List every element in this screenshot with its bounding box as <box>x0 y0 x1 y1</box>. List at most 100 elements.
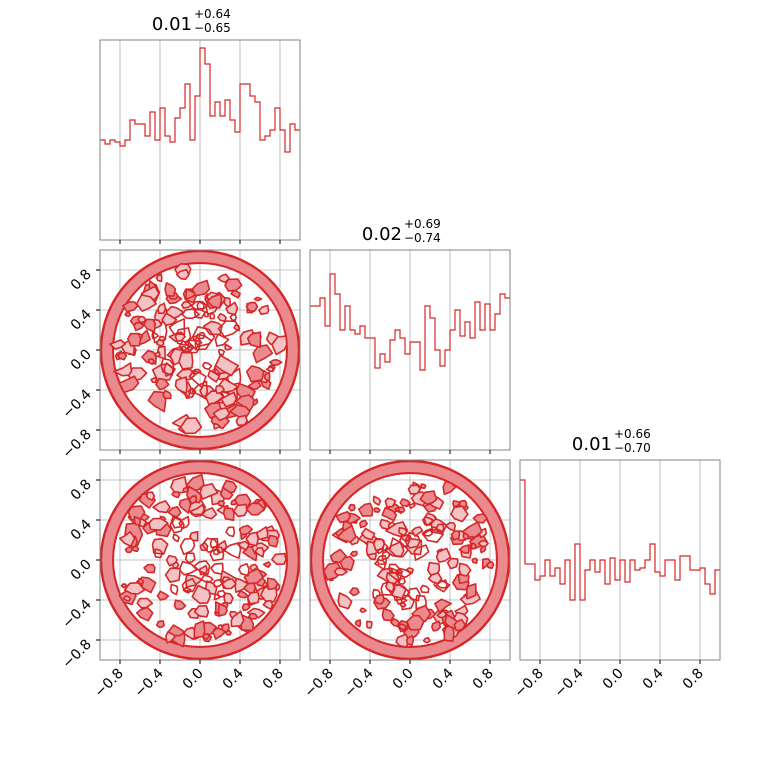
contour-blob <box>337 592 353 610</box>
contour-blob <box>472 513 488 524</box>
contour-blob <box>347 503 356 512</box>
contour-blob <box>162 389 172 400</box>
contour-blob <box>147 390 167 413</box>
contour-blob <box>167 506 182 518</box>
contour-blob <box>167 624 186 637</box>
x-tick-label: −0.4 <box>551 665 586 700</box>
contour-blob <box>450 530 461 541</box>
contour-blob <box>186 344 194 352</box>
title-plus-2: +0.69 <box>404 217 441 231</box>
contour-blob <box>154 548 164 559</box>
contour-blob <box>135 606 154 622</box>
contour-blob <box>373 593 385 605</box>
contour-blob <box>249 563 259 572</box>
contour-blob <box>172 533 180 543</box>
contour-blob <box>151 538 169 555</box>
contour-blob <box>178 497 192 514</box>
x-tick-label: −0.4 <box>341 665 376 700</box>
contour-blob <box>384 497 397 508</box>
contour-blob <box>174 376 188 394</box>
contour-blob <box>220 486 234 500</box>
contour-blob <box>181 300 193 309</box>
contour-blob <box>133 515 142 526</box>
contour-boundary-inner <box>112 262 288 438</box>
contour-blob <box>413 544 430 561</box>
contour-blob <box>336 524 357 543</box>
contour-blob <box>265 366 275 373</box>
contour-blob <box>117 351 128 361</box>
contour-blob <box>243 568 264 585</box>
contour-blob <box>182 486 189 493</box>
contour-blob <box>349 550 358 557</box>
contour-blob <box>181 308 200 320</box>
contour-blob <box>222 542 242 559</box>
contour-blob <box>435 547 452 563</box>
contour-blob <box>221 578 237 590</box>
contour-blob <box>156 590 170 601</box>
contour-blob <box>397 506 406 513</box>
contour-blob <box>133 321 145 332</box>
contour-blob <box>109 339 126 350</box>
contour-panel-3 <box>310 460 510 660</box>
contour-blob <box>189 503 206 518</box>
contour-blob <box>241 603 251 612</box>
contour-blob <box>150 376 158 384</box>
contour-blob <box>214 333 230 347</box>
contour-blob <box>224 278 243 292</box>
contour-blob <box>385 581 395 593</box>
contour-blob <box>329 548 347 564</box>
title-minus-2: −0.74 <box>404 231 441 245</box>
contour-blob <box>248 612 259 620</box>
contour-blob <box>212 578 224 588</box>
contour-blob <box>209 537 219 549</box>
contour-blob <box>217 273 231 283</box>
contour-blob <box>399 498 411 507</box>
contour-blob <box>155 377 170 391</box>
contour-boundary-inner <box>322 472 498 648</box>
contour-blob <box>381 506 398 522</box>
y-tick-label: −0.8 <box>59 427 94 462</box>
x-tick-label: −0.8 <box>91 666 126 701</box>
contour-blob <box>230 610 245 628</box>
contour-blob <box>420 483 427 490</box>
contour-blob <box>223 592 234 605</box>
contour-boundary <box>100 460 300 660</box>
contour-blob <box>252 344 274 364</box>
contour-blob <box>232 503 248 518</box>
contour-blob <box>160 357 175 377</box>
contour-blob <box>387 521 396 530</box>
contour-blob <box>486 561 495 569</box>
contour-blob <box>123 595 132 602</box>
contour-blob <box>229 313 237 321</box>
contour-blob <box>397 623 407 631</box>
title-minus-3: −0.70 <box>614 441 651 455</box>
contour-blob <box>155 338 165 347</box>
contour-blob <box>218 348 226 356</box>
x-tick-label: 0.8 <box>260 666 287 693</box>
y-tick-label: −0.4 <box>59 386 94 421</box>
contour-blob <box>245 301 259 313</box>
x-tick-label: −0.8 <box>301 666 336 701</box>
contour-blob <box>157 302 167 314</box>
contour-blob <box>152 500 171 514</box>
contour-blob <box>143 563 156 574</box>
contour-blob <box>395 633 411 648</box>
contour-blob <box>180 345 188 352</box>
contour-blob <box>179 417 203 435</box>
contour-blob <box>453 618 466 632</box>
contour-blob <box>213 593 222 601</box>
contour-blob <box>193 308 206 319</box>
contour-blob <box>381 608 395 622</box>
contour-blob <box>450 505 469 523</box>
contour-blob <box>445 521 456 532</box>
contour-blob <box>193 560 211 576</box>
contour-blob <box>419 584 430 594</box>
contour-blob <box>196 300 205 310</box>
contour-blob <box>181 577 197 593</box>
contour-blob <box>360 527 376 541</box>
contour-blob <box>404 531 421 549</box>
contour-blob <box>212 548 221 556</box>
contour-blob <box>470 542 477 550</box>
title-median-1: 0.01 <box>152 14 192 35</box>
contour-blob <box>191 380 208 400</box>
